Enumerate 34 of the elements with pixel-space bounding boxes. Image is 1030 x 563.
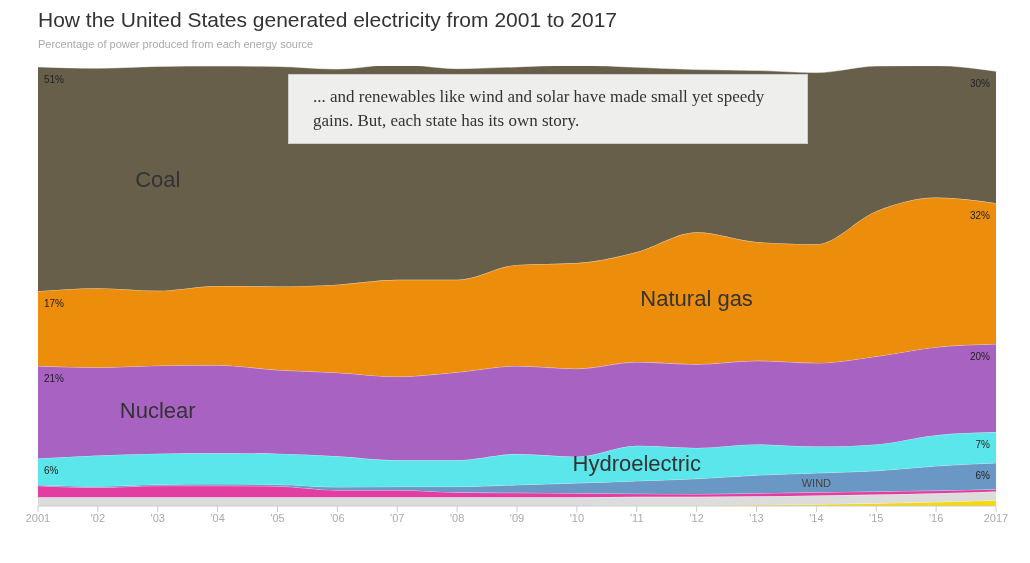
series-label: Nuclear [119, 397, 196, 423]
series-label: Hydroelectric [572, 451, 701, 477]
x-tick-label: '11 [629, 511, 644, 524]
x-tick-label: '05 [270, 511, 285, 524]
x-tick-label: '10 [569, 511, 585, 524]
chart-title: How the United States generated electricity from 2001 to 2017 [38, 8, 618, 32]
x-tick-label: '16 [928, 511, 944, 524]
x-tick-label: 2017 [983, 511, 1009, 524]
x-tick-label: 2001 [25, 511, 51, 524]
chart-subtitle: Percentage of power produced from each energy source [38, 38, 315, 50]
data-label: 51% [44, 73, 65, 85]
data-label: 7% [975, 439, 991, 451]
data-label: 30% [969, 78, 991, 90]
data-label: 21% [44, 373, 65, 385]
data-label: 6% [975, 469, 991, 481]
x-tick-label: '14 [809, 511, 824, 524]
data-label: 20% [969, 351, 991, 363]
series-label: Natural gas [640, 286, 753, 312]
data-label: 6% [44, 465, 59, 477]
x-tick-label: '07 [390, 511, 405, 524]
callout-box: ... and renewables like wind and solar have made small yet speedy gains. But, each state has its own story. [288, 74, 808, 144]
series-label: WIND [801, 476, 832, 489]
annotation: ... and renewables like wind and solar have made small yet speedy gains. But, each state has its own story. [313, 86, 766, 132]
x-tick-label: '08 [449, 511, 465, 524]
x-tick-label: '15 [869, 511, 884, 524]
x-tick-label: '12 [689, 511, 704, 524]
x-tick-label: '03 [150, 511, 165, 524]
x-tick-label: '13 [749, 511, 764, 524]
data-label: 32% [969, 210, 991, 222]
data-label: 17% [44, 298, 65, 310]
x-tick-label: '04 [210, 511, 225, 524]
x-tick-label: '09 [509, 511, 525, 524]
x-tick-label: '06 [330, 511, 345, 524]
x-tick-label: '02 [90, 511, 106, 524]
